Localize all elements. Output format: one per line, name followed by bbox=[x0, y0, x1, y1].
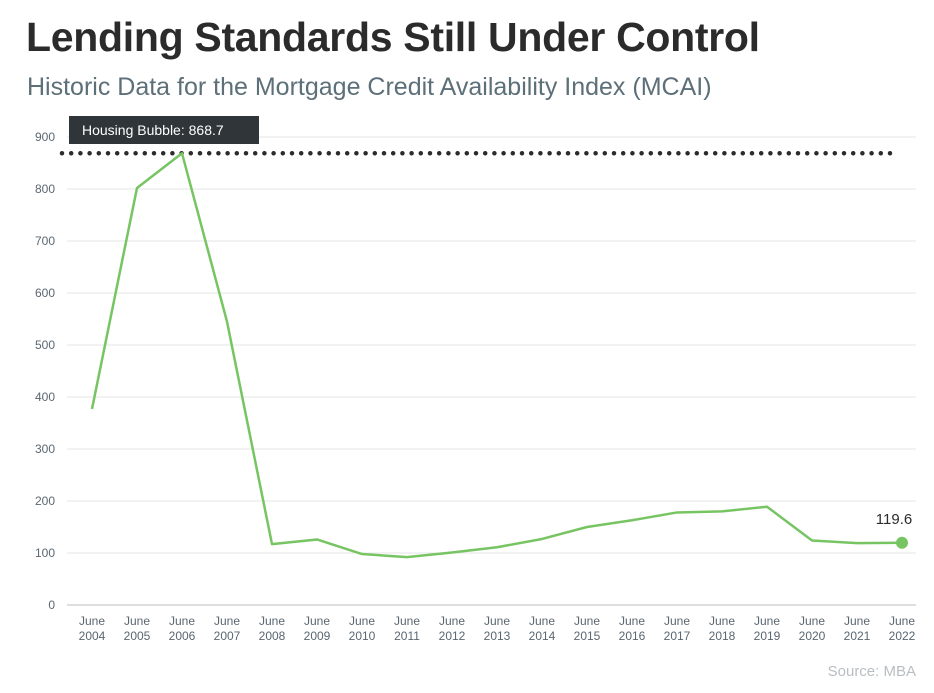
data-point bbox=[495, 545, 500, 550]
x-tick-label: June 2014 bbox=[529, 614, 556, 643]
x-tick-label: June 2006 bbox=[169, 614, 196, 643]
data-point bbox=[315, 537, 320, 542]
x-tick-label: June 2022 bbox=[889, 614, 916, 643]
data-point bbox=[360, 552, 365, 557]
y-tick-label: 600 bbox=[35, 286, 55, 300]
x-tick-label: June 2013 bbox=[484, 614, 511, 643]
mcai-series-line bbox=[90, 152, 903, 559]
y-tick-label: 900 bbox=[35, 130, 55, 144]
x-tick-label: June 2019 bbox=[754, 614, 781, 643]
x-tick-label: June 2017 bbox=[664, 614, 691, 643]
data-point bbox=[90, 406, 95, 411]
x-tick-label: June 2021 bbox=[844, 614, 871, 643]
data-point bbox=[720, 509, 725, 514]
x-tick-label: June 2016 bbox=[619, 614, 646, 643]
x-tick-label: June 2007 bbox=[214, 614, 241, 643]
data-point bbox=[225, 319, 230, 324]
x-tick-label: June 2018 bbox=[709, 614, 736, 643]
source-note: Source: MBA bbox=[827, 663, 916, 680]
x-tick-label: June 2010 bbox=[349, 614, 376, 643]
y-tick-label: 400 bbox=[35, 390, 55, 404]
x-tick-label: June 2004 bbox=[79, 614, 106, 643]
x-tick-label: June 2005 bbox=[124, 614, 151, 643]
data-point bbox=[450, 550, 455, 555]
housing-bubble-label-box: Housing Bubble: 868.7 bbox=[69, 116, 259, 144]
chart-title: Lending Standards Still Under Control bbox=[26, 14, 760, 60]
y-tick-label: 300 bbox=[35, 442, 55, 456]
y-tick-label: 500 bbox=[35, 338, 55, 352]
data-point bbox=[405, 555, 410, 560]
data-point bbox=[675, 510, 680, 515]
data-point bbox=[180, 151, 185, 156]
data-point bbox=[270, 542, 275, 547]
housing-bubble-label-background bbox=[69, 116, 259, 144]
y-tick-label: 100 bbox=[35, 546, 55, 560]
x-tick-label: June 2012 bbox=[439, 614, 466, 643]
series-points bbox=[90, 151, 905, 560]
x-tick-label: June 2009 bbox=[304, 614, 331, 643]
data-point bbox=[135, 185, 140, 190]
x-tick-label: June 2008 bbox=[259, 614, 286, 643]
gridlines bbox=[67, 136, 916, 554]
chart-subtitle: Historic Data for the Mortgage Credit Av… bbox=[27, 73, 712, 101]
latest-value-label: 119.6 bbox=[876, 511, 912, 528]
data-point bbox=[810, 538, 815, 543]
housing-bubble-label: Housing Bubble: 868.7 bbox=[82, 122, 224, 138]
data-point bbox=[855, 541, 860, 546]
data-point bbox=[540, 536, 545, 541]
y-tick-label: 800 bbox=[35, 182, 55, 196]
x-tick-label: June 2020 bbox=[799, 614, 826, 643]
y-tick-label: 700 bbox=[35, 234, 55, 248]
data-point bbox=[765, 504, 770, 509]
y-axis-ticks: 0 100 200 300 400 500 600 700 800 900 bbox=[35, 130, 55, 612]
data-point bbox=[630, 518, 635, 523]
latest-value-marker bbox=[896, 536, 908, 549]
x-tick-label: June 2015 bbox=[574, 614, 601, 643]
y-tick-label: 200 bbox=[35, 494, 55, 508]
data-point bbox=[585, 525, 590, 530]
x-axis-ticks: June 2004 June 2005 June 2006 June 2007 June 2008… bbox=[79, 614, 916, 643]
y-tick-label: 0 bbox=[48, 598, 55, 612]
x-tick-label: June 2011 bbox=[394, 614, 420, 643]
